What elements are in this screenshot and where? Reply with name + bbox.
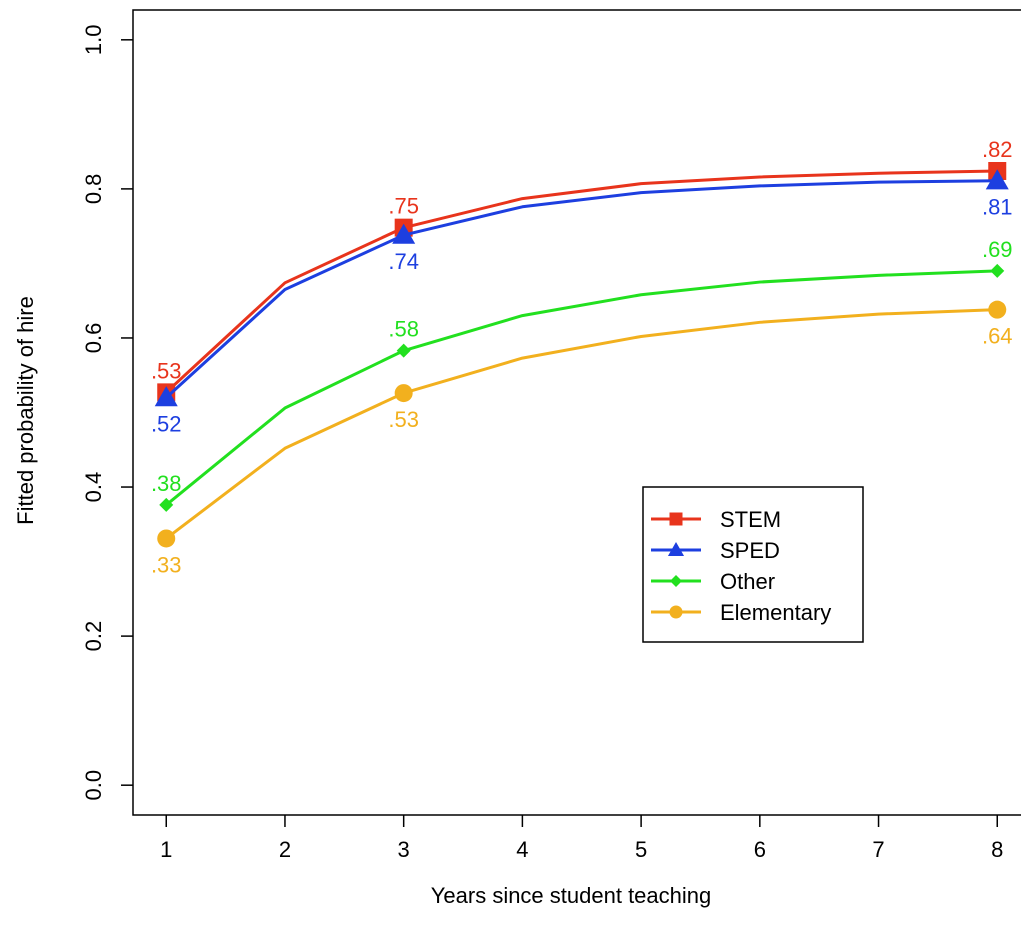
series-line-other bbox=[165, 269, 998, 507]
legend-label-other: Other bbox=[720, 569, 775, 594]
x-tick-label: 8 bbox=[991, 837, 1003, 862]
x-tick-label: 5 bbox=[635, 837, 647, 862]
series-elementary bbox=[157, 300, 1007, 548]
y-tick-label: 0.8 bbox=[81, 174, 106, 205]
series-line-elementary bbox=[165, 308, 998, 540]
y-tick-label: 0.2 bbox=[81, 621, 106, 652]
data-label-elementary: .64 bbox=[982, 324, 1013, 349]
x-tick-label: 6 bbox=[754, 837, 766, 862]
legend: STEM SPED Other Elementary bbox=[642, 486, 864, 643]
data-label-other: .58 bbox=[388, 317, 419, 342]
marker-other bbox=[396, 343, 411, 358]
data-label-other: .38 bbox=[151, 471, 182, 496]
axes: 1 2 3 4 5 6 7 8 0.0 0.2 0.4 0.6 0.8 1.0 bbox=[81, 9, 1021, 862]
legend-marker-sped bbox=[667, 541, 685, 557]
data-label-other: .69 bbox=[982, 237, 1013, 262]
data-label-stem: .75 bbox=[388, 194, 419, 219]
x-tick-label: 1 bbox=[160, 837, 172, 862]
legend-marker-stem bbox=[669, 512, 683, 526]
data-label-stem: .82 bbox=[982, 137, 1013, 162]
marker-sped bbox=[392, 223, 416, 244]
series-sped bbox=[154, 169, 1009, 407]
y-axis-title: Fitted probability of hire bbox=[13, 296, 38, 525]
marker-elementary bbox=[157, 529, 176, 548]
series-line-sped bbox=[165, 179, 998, 399]
x-tick-label: 4 bbox=[516, 837, 528, 862]
data-label-sped: .52 bbox=[151, 412, 182, 437]
legend-marker-other bbox=[670, 575, 682, 587]
y-tick-label: 1.0 bbox=[81, 25, 106, 56]
y-tick-label: 0.4 bbox=[81, 472, 106, 503]
legend-marker-elementary bbox=[669, 605, 683, 619]
legend-label-elementary: Elementary bbox=[720, 600, 831, 625]
x-tick-label: 2 bbox=[279, 837, 291, 862]
y-tick-label: 0.0 bbox=[81, 770, 106, 801]
data-label-sped: .81 bbox=[982, 195, 1013, 220]
x-axis-title: Years since student teaching bbox=[431, 883, 712, 908]
x-tick-label: 7 bbox=[872, 837, 884, 862]
data-label-elementary: .33 bbox=[151, 552, 182, 577]
marker-elementary bbox=[988, 300, 1007, 319]
marker-other bbox=[159, 497, 174, 512]
marker-elementary bbox=[394, 384, 413, 403]
series-line-stem bbox=[165, 169, 998, 394]
legend-label-sped: SPED bbox=[720, 538, 780, 563]
marker-sped bbox=[985, 169, 1009, 190]
marker-sped bbox=[154, 386, 178, 407]
series-layer bbox=[154, 162, 1009, 548]
data-label-elementary: .53 bbox=[388, 407, 419, 432]
series-other bbox=[159, 263, 1005, 512]
legend-label-stem: STEM bbox=[720, 507, 781, 532]
data-label-sped: .74 bbox=[388, 249, 419, 274]
plot-frame bbox=[132, 9, 1021, 816]
data-label-stem: .53 bbox=[151, 358, 182, 383]
marker-other bbox=[990, 263, 1005, 278]
y-tick-label: 0.6 bbox=[81, 323, 106, 354]
data-labels: .53 .75 .82 .52 .74 .81 .38 .58 .69 .33 .53 .64 bbox=[151, 137, 1013, 577]
x-tick-label: 3 bbox=[398, 837, 410, 862]
series-stem bbox=[157, 162, 1007, 402]
